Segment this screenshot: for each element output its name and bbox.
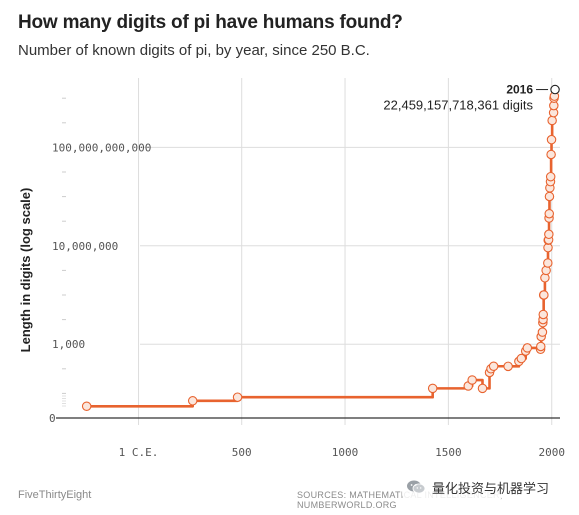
data-point	[544, 229, 554, 240]
chart-subtitle: Number of known digits of pi, by year, s…	[18, 42, 370, 59]
x-tick-label: 500	[232, 446, 252, 459]
data-point	[536, 341, 546, 352]
watermark: 量化投资与机器学习	[402, 476, 554, 498]
data-point	[503, 361, 513, 372]
y-tick-label: 0	[49, 412, 56, 425]
annotation-year: 2016	[506, 83, 533, 97]
data-point	[522, 343, 533, 353]
axis-ticks: 1 C.E. 500 1000 1500 2000 0 1,000 10,000,000 100…	[49, 141, 565, 459]
data-point	[538, 309, 549, 320]
data-point	[545, 171, 556, 182]
footer-brand: FiveThirtyEight	[18, 489, 92, 501]
data-point	[477, 383, 488, 394]
grid	[56, 78, 560, 425]
y-axis-label: Length in digits (log scale)	[18, 188, 33, 353]
watermark-text: 量化投资与机器学习	[432, 481, 550, 497]
data-point	[546, 149, 556, 160]
data-point	[546, 134, 557, 145]
wechat-icon	[407, 480, 426, 494]
data-point	[539, 290, 549, 300]
chart-title: How many digits of pi have humans found?	[18, 12, 403, 33]
x-tick-label: 1000	[332, 446, 359, 459]
series-line	[86, 89, 557, 408]
data-point	[550, 84, 560, 95]
data-point	[187, 396, 198, 406]
data-point	[544, 191, 555, 202]
x-tick-label: 1 C.E.	[119, 446, 159, 459]
x-tick-label: 1500	[435, 446, 462, 459]
series-path	[86, 89, 557, 408]
y-tick-label: 10,000,000	[52, 240, 118, 253]
series-points	[81, 84, 560, 412]
y-tick-label: 1,000	[52, 338, 85, 351]
data-point	[427, 383, 438, 394]
annotation-text: 22,459,157,718,361 digits	[383, 98, 533, 113]
data-point	[544, 208, 555, 219]
data-point	[516, 353, 527, 364]
data-point	[232, 392, 243, 402]
x-tick-label: 2000	[538, 446, 565, 459]
data-point	[547, 115, 557, 126]
footer-sources: SOURCES: MATHEMATICAL INTELLIGENCER, NUM…	[297, 490, 503, 510]
data-point	[467, 375, 477, 385]
data-point	[543, 258, 553, 268]
data-point	[537, 327, 548, 337]
y-tick-label: 100,000,000,000	[52, 141, 151, 154]
data-point	[81, 401, 92, 412]
data-point	[488, 361, 499, 371]
